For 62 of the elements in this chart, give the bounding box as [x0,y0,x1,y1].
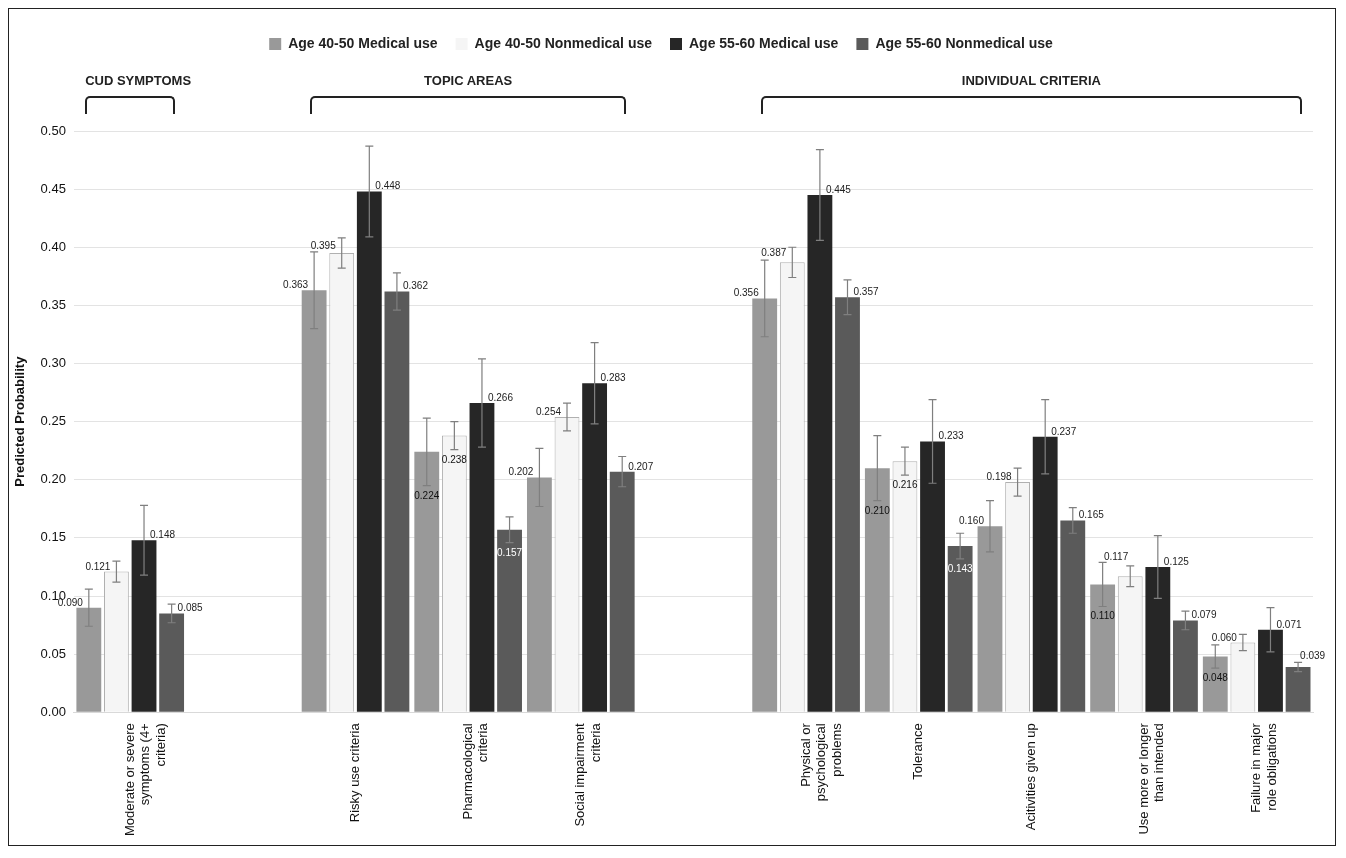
data-label: 0.362 [402,280,429,292]
legend-label: Age 40-50 Nonmedical use [474,34,653,51]
data-label: 0.143 [947,562,974,574]
data-label: 0.448 [375,180,401,192]
y-axis-title: Predicted Probability [12,355,28,487]
x-tick-label: Pharmacological criteria [459,722,491,820]
text: INDIVIDUAL CRITERIA [960,73,1102,88]
text: TOPIC AREAS [423,73,514,88]
data-label: 0.363 [283,279,309,291]
x-tick-label: Use more or longer than intended [1135,722,1167,835]
data-label: 0.060 [1211,631,1238,643]
data-label: 0.125 [1163,555,1190,567]
data-label: 0.216 [892,479,918,491]
x-tick-label: Failure in major role obligations [1248,722,1279,813]
data-label: 0.266 [487,392,514,404]
y-tick-label: 0.45 [40,180,66,196]
y-tick-label: 0.05 [40,645,66,661]
data-label: 0.039 [1300,649,1326,661]
y-tick-label: 0.25 [40,413,66,429]
y-tick-label: 0.35 [40,296,66,312]
x-tick-label: Acitivities given up [1022,723,1038,831]
text: CUD SYMPTOMS [85,73,192,88]
x-tick-label: Moderate or severe symptoms (4+ criteria) [121,723,168,837]
x-tick-label: Physical or psychological problems [797,722,844,802]
data-label: 0.238 [441,453,468,465]
y-tick-label: 0.40 [40,238,66,254]
data-label: 0.048 [1202,672,1229,684]
data-label: 0.157 [497,546,523,558]
x-tick-label: Social impairment criteria [572,722,603,827]
data-label: 0.110 [1090,610,1116,622]
data-label: 0.117 [1103,551,1129,563]
data-label: 0.357 [853,286,879,298]
y-tick-label: 0.30 [40,355,66,371]
legend-label: Age 40-50 Medical use [288,34,438,51]
data-label: 0.224 [414,489,440,501]
data-label: 0.237 [1051,425,1077,437]
data-label: 0.079 [1191,609,1217,621]
data-label: 0.071 [1276,618,1302,630]
y-tick-label: 0.00 [40,703,66,719]
legend-label: Age 55-60 Nonmedical use [875,34,1054,51]
y-tick-label: 0.50 [40,122,66,138]
x-tick-label: Risky use criteria [347,722,363,823]
data-label: 0.160 [958,515,985,527]
data-label: 0.121 [85,560,111,572]
data-label: 0.233 [938,430,964,442]
y-tick-label: 0.15 [40,529,66,545]
data-label: 0.254 [535,405,562,417]
data-label: 0.207 [628,460,654,472]
data-label: 0.148 [150,529,176,541]
legend-label: Age 55-60 Medical use [689,34,839,51]
data-label: 0.202 [508,466,534,478]
y-tick-label: 0.20 [40,471,66,487]
data-label: 0.395 [310,240,337,252]
data-label: 0.198 [986,471,1013,483]
data-label: 0.387 [761,247,787,259]
data-label: 0.165 [1078,509,1105,521]
data-label: 0.210 [864,504,891,516]
data-label: 0.445 [825,183,852,195]
data-label: 0.356 [733,287,760,299]
data-label: 0.283 [600,372,627,384]
x-tick-label: Tolerance [910,723,926,780]
data-label: 0.085 [177,602,204,614]
